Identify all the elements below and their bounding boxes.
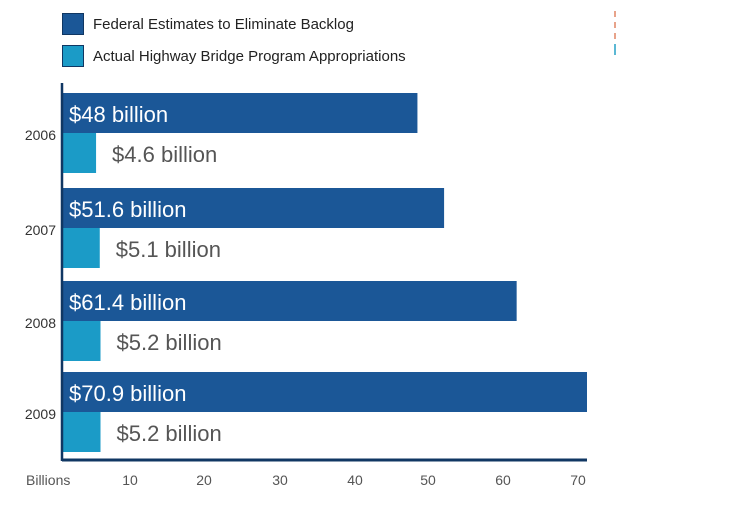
category-label-2008: 2008 [25,315,56,331]
x-tick-label-60: 60 [495,472,511,488]
legend-swatch-federal-estimates [62,13,84,35]
bar-federal-estimate-2008 [62,281,517,321]
data-label-actual-appropriation-2007: $5.1 billion [116,237,221,262]
legend-swatch-actual-appropriations [62,45,84,67]
bar-federal-estimate-2007 [62,188,445,228]
category-label-2009: 2009 [25,406,56,422]
category-label-2007: 2007 [25,222,56,238]
data-label-federal-estimate-2009: $70.9 billion [69,381,186,406]
legend-label-federal-estimates: Federal Estimates to Eliminate Backlog [93,15,354,33]
x-axis-label: Billions [26,472,70,488]
x-tick-label-30: 30 [272,472,288,488]
bar-federal-estimate-2009 [62,372,587,412]
bar-federal-estimate-2006 [62,93,418,133]
data-label-actual-appropriation-2008: $5.2 billion [117,330,222,355]
bar-actual-appropriation-2007 [62,228,100,268]
dashed-divider [614,11,616,39]
data-label-federal-estimate-2007: $51.6 billion [69,197,186,222]
x-tick-label-40: 40 [347,472,363,488]
legend-item-actual-appropriations: Actual Highway Bridge Program Appropriat… [62,42,406,70]
data-label-federal-estimate-2006: $48 billion [69,102,168,127]
bar-actual-appropriation-2006 [62,133,97,173]
legend-item-federal-estimates: Federal Estimates to Eliminate Backlog [62,10,406,38]
bar-actual-appropriation-2008 [62,321,101,361]
data-label-federal-estimate-2008: $61.4 billion [69,290,186,315]
x-tick-label-20: 20 [196,472,212,488]
data-label-actual-appropriation-2006: $4.6 billion [112,142,217,167]
x-tick-label-10: 10 [122,472,138,488]
legend: Federal Estimates to Eliminate Backlog A… [62,10,406,74]
legend-label-actual-appropriations: Actual Highway Bridge Program Appropriat… [93,47,406,65]
dashed-divider [614,44,616,55]
x-tick-label-70: 70 [570,472,586,488]
x-tick-label-50: 50 [420,472,436,488]
category-label-2006: 2006 [25,127,56,143]
bar-actual-appropriation-2009 [62,412,101,452]
data-label-actual-appropriation-2009: $5.2 billion [117,421,222,446]
